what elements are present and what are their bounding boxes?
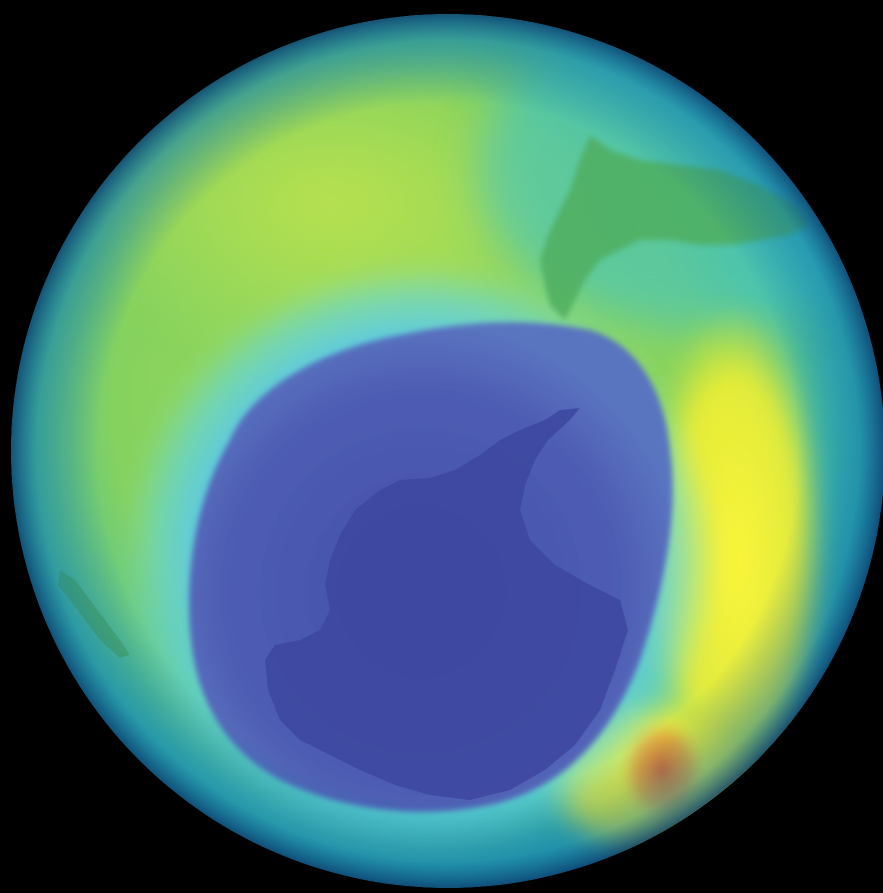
globe-edge-shading <box>11 14 883 888</box>
globe <box>11 14 883 888</box>
